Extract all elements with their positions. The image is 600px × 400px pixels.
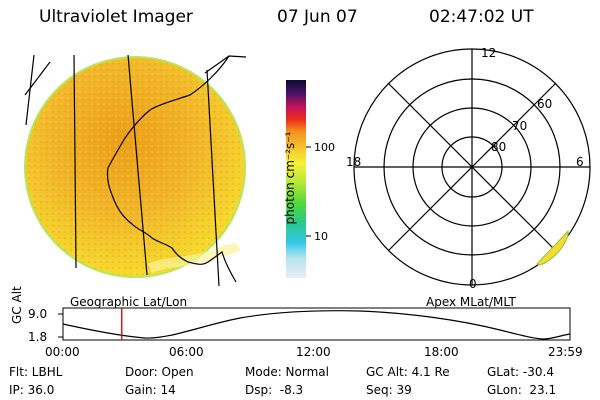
altitude-axis-label: GC Alt [10,286,24,324]
colorbar-tick-100: 100 [314,141,335,154]
mlat-label-80: 80 [491,140,507,154]
time-tick-1200: 12:00 [296,345,331,359]
mlt-label-18: 18 [346,155,362,169]
polar-panel-label: Apex MLat/MLT [426,295,516,309]
time-label: 02:47:02 UT [429,7,534,27]
time-tick-1800: 18:00 [424,345,459,359]
status-gc-alt: GC Alt: 4.1 Re [366,365,450,379]
colorbar-gradient [286,80,306,278]
time-tick-2359: 23:59 [548,345,583,359]
status-ip: IP: 36.0 [9,383,55,397]
time-tick-0000: 00:00 [45,345,80,359]
status-glat: GLat: -30.4 [487,365,554,379]
geo-panel-label: Geographic Lat/Lon [70,295,188,309]
time-tick-0600: 06:00 [169,345,204,359]
status-filter: Flt: LBHL [9,365,63,379]
colorbar-tick-10: 10 [314,230,328,243]
app-title: Ultraviolet Imager [39,7,193,27]
altitude-tick-label-1.8: 1.8 [28,330,48,344]
status-glon: GLon: 23.1 [487,383,557,397]
date-label: 07 Jun 07 [277,7,358,27]
mlat-label-70: 70 [512,119,528,133]
altitude-curve [62,310,571,340]
altitude-plot-frame [62,307,571,341]
polar-aurora-patch [536,229,569,266]
meridian-line [25,55,35,126]
status-gain: Gain: 14 [125,383,176,397]
altitude-tick-label-9: 9.0 [28,307,48,321]
status-mode: Mode: Normal [245,365,329,379]
mlt-label-0: 0 [469,277,477,291]
mlt-label-12: 12 [481,46,497,60]
status-dsp: Dsp: -8.3 [245,383,304,397]
status-door: Door: Open [125,365,194,379]
mlat-label-60: 60 [537,97,553,111]
meridian-line [206,69,220,287]
meridian-line [73,55,77,269]
status-seq: Seq: 39 [366,383,412,397]
earth-image-rim [24,56,246,278]
polar-mlt-line [387,82,557,252]
africa-coastline [24,55,247,283]
meridian-line [127,55,148,276]
mlt-label-6: 6 [576,155,584,169]
